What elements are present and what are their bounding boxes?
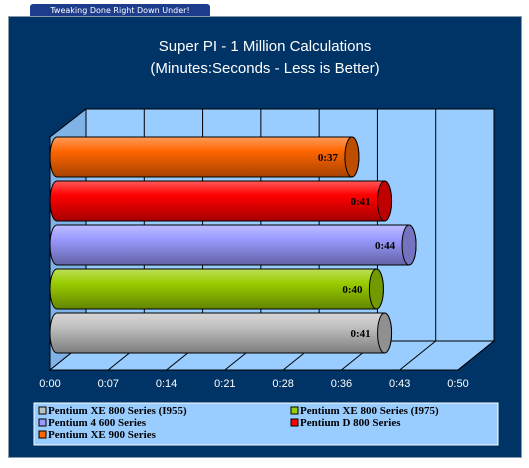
bar-cap bbox=[401, 224, 417, 266]
x-tick-label: 0:07 bbox=[98, 378, 119, 390]
bar-body bbox=[49, 180, 393, 222]
legend-swatch bbox=[290, 406, 299, 415]
legend-label: Pentium XE 800 Series (I975) bbox=[300, 405, 439, 417]
bar-cap bbox=[377, 180, 393, 222]
legend-item: Pentium D 800 Series bbox=[290, 417, 401, 429]
x-tick-label: 0:36 bbox=[331, 378, 352, 390]
x-tick-label: 0:14 bbox=[156, 378, 177, 390]
legend-swatch bbox=[38, 406, 47, 415]
bar-value-label: 0:41 bbox=[350, 196, 370, 208]
bar: 0:37 bbox=[49, 136, 360, 178]
legend-swatch bbox=[38, 430, 47, 439]
legend-label: Pentium 4 600 Series bbox=[48, 417, 147, 429]
bar-cap bbox=[377, 312, 393, 354]
bar-body bbox=[49, 136, 360, 178]
legend-item: Pentium XE 800 Series (I955) bbox=[38, 405, 187, 417]
legend-label: Pentium D 800 Series bbox=[300, 417, 401, 429]
x-tick-label: 0:43 bbox=[389, 378, 410, 390]
bar-body bbox=[49, 224, 417, 266]
legend-box bbox=[33, 402, 499, 446]
legend-item: Pentium XE 900 Series bbox=[38, 429, 157, 441]
bar-cap bbox=[344, 136, 360, 178]
bar-body bbox=[49, 268, 384, 310]
x-tick-label: 0:00 bbox=[39, 378, 60, 390]
bar-value-label: 0:40 bbox=[342, 284, 363, 296]
x-tick-label: 0:28 bbox=[272, 378, 293, 390]
floor-gridline bbox=[457, 340, 495, 371]
plot-area: 0:00 0:07 0:14 0:21 0:28 0:36 0:43 0:50 0:37 0:41… bbox=[39, 107, 496, 390]
bar-value-label: 0:44 bbox=[375, 240, 396, 252]
bar: 0:40 bbox=[49, 268, 384, 310]
legend-swatch bbox=[290, 418, 299, 427]
chart-subtitle: (Minutes:Seconds - Less is Better) bbox=[150, 60, 379, 77]
bar: 0:41 bbox=[49, 312, 393, 354]
bar: 0:41 bbox=[49, 180, 393, 222]
legend-label: Pentium XE 800 Series (I955) bbox=[48, 405, 187, 417]
x-tick-label: 0:50 bbox=[447, 378, 468, 390]
bar-cap bbox=[368, 268, 384, 310]
bar-body bbox=[49, 312, 393, 354]
legend-label: Pentium XE 900 Series bbox=[48, 429, 157, 441]
floor-gridline bbox=[399, 340, 437, 371]
legend-item: Pentium 4 600 Series bbox=[38, 417, 147, 429]
legend: Pentium XE 800 Series (I955) Pentium XE 8… bbox=[33, 402, 499, 446]
x-tick-label: 0:21 bbox=[214, 378, 235, 390]
bar: 0:44 bbox=[49, 224, 417, 266]
bar-value-label: 0:41 bbox=[350, 328, 370, 340]
legend-item: Pentium XE 800 Series (I975) bbox=[290, 405, 439, 417]
legend-swatch bbox=[38, 418, 47, 427]
chart-title: Super PI - 1 Million Calculations bbox=[159, 38, 372, 55]
bar-value-label: 0:37 bbox=[318, 152, 339, 164]
site-banner: Tweaking Done Right Down Under! bbox=[30, 4, 210, 18]
